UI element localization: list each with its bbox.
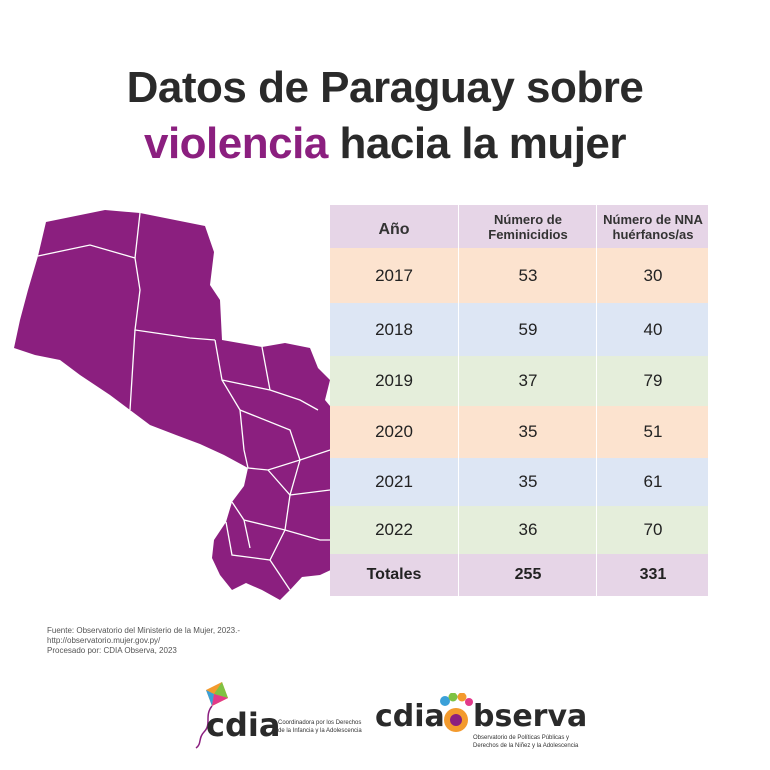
observa-wordmark-a: cdia [375, 699, 445, 734]
kite-icon [195, 682, 228, 749]
totals-label: Totales [366, 566, 422, 583]
header-year: Año [378, 221, 410, 238]
cdia-subtitle-2: de la Infancia y la Adolescencia [278, 728, 362, 734]
paraguay-map-shape [14, 210, 375, 600]
totals-feminicidios: 255 [458, 554, 597, 596]
observa-subtitle-2: Derechos de la Niñez y la Adolescencia [473, 743, 579, 749]
year-cell: 2021 [375, 472, 413, 491]
feminicidios-cell: 37 [458, 356, 597, 406]
year-cell: 2018 [375, 319, 413, 339]
cdia-observa-logo: cdia bserva Observatorio de Políticas Pú… [375, 693, 588, 753]
year-cell: 2022 [375, 520, 413, 539]
feminicidios-cell: 59 [458, 303, 597, 356]
observa-wordmark-b: bserva [473, 699, 588, 734]
year-cell: 2019 [375, 371, 413, 390]
observa-circles-icon [440, 693, 473, 732]
huerfanos-cell: 70 [596, 506, 709, 554]
feminicidios-cell: 53 [458, 248, 597, 303]
source-note: Fuente: Observatorio del Ministerio de l… [47, 626, 240, 656]
table-row: 2017 53 30 [330, 248, 708, 303]
source-line-3: Procesado por: CDIA Observa, 2023 [47, 646, 177, 655]
huerfanos-cell: 30 [596, 248, 709, 303]
cdia-subtitle-1: Coordinadora por los Derechos [278, 720, 362, 726]
source-line-2: http://observatorio.mujer.gov.py/ [47, 636, 161, 645]
table-row: 2018 59 40 [330, 303, 708, 356]
cdia-logo: cdia Coordinadora por los Derechos de la… [190, 680, 362, 750]
header-feminicidios: Número de Feminicidios [458, 205, 597, 248]
header-huerfanos: Número de NNA huérfanos/as [596, 205, 709, 248]
feminicidios-cell: 35 [458, 406, 597, 458]
huerfanos-cell: 79 [596, 356, 709, 406]
table-row: 2022 36 70 [330, 506, 708, 554]
source-line-1: Fuente: Observatorio del Ministerio de l… [47, 626, 240, 635]
table-row: 2019 37 79 [330, 356, 708, 406]
cdia-wordmark: cdia [206, 706, 281, 744]
table-header-row: Año Número de Feminicidios Número de NNA… [330, 205, 708, 248]
title-accent-word: violencia [143, 119, 328, 168]
table-totals-row: Totales 255 331 [330, 554, 708, 596]
page-title-line-1: Datos de Paraguay sobre [126, 63, 644, 112]
year-cell: 2020 [375, 422, 413, 441]
observa-subtitle-1: Observatorio de Políticas Públicas y [473, 735, 570, 741]
huerfanos-cell: 51 [596, 406, 709, 458]
totals-huerfanos: 331 [596, 554, 709, 596]
page-title-line-2: violencia hacia la mujer [0, 118, 770, 170]
huerfanos-cell: 61 [596, 458, 709, 506]
table-row: 2020 35 51 [330, 406, 708, 458]
year-cell: 2017 [375, 265, 413, 285]
title-rest: hacia la mujer [339, 119, 627, 168]
feminicidios-cell: 36 [458, 506, 597, 554]
huerfanos-cell: 40 [596, 303, 709, 356]
table-row: 2021 35 61 [330, 458, 708, 506]
feminicidios-cell: 35 [458, 458, 597, 506]
